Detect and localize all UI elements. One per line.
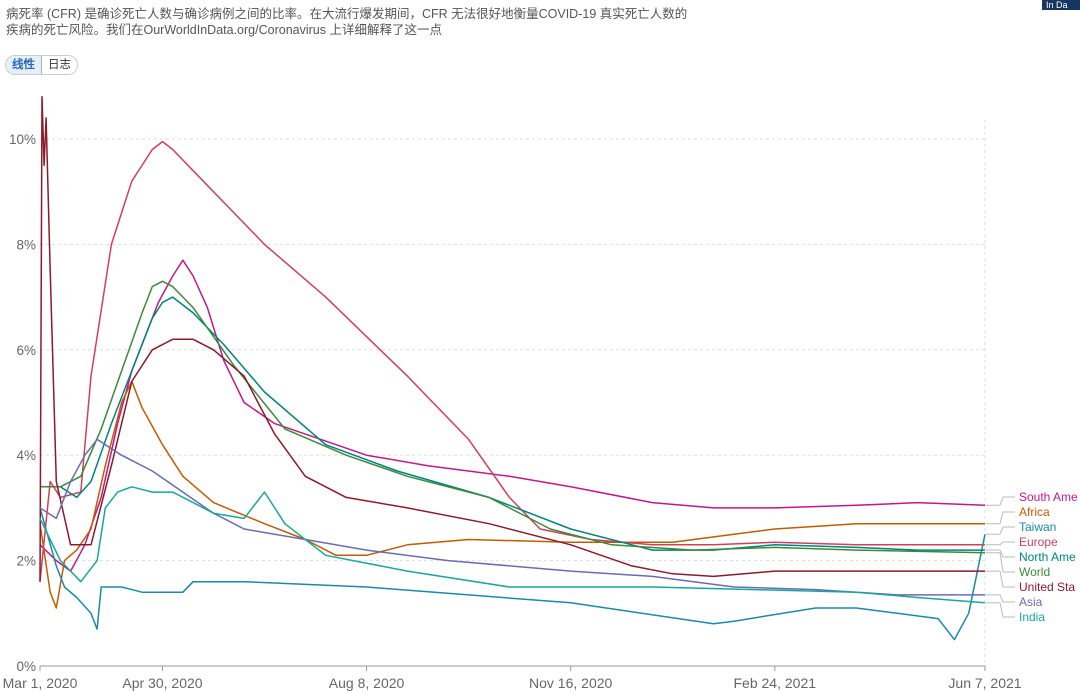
x-tick-label: Apr 30, 2020 bbox=[122, 675, 202, 691]
x-tick-label: Feb 24, 2021 bbox=[734, 675, 817, 691]
series-label[interactable]: Europe bbox=[1019, 535, 1058, 549]
series-label[interactable]: North Ame bbox=[1019, 550, 1076, 564]
x-tick-label: Mar 1, 2020 bbox=[3, 675, 78, 691]
series-line[interactable] bbox=[39, 507, 986, 641]
x-tick-label: Jun 7, 2021 bbox=[948, 675, 1021, 691]
label-connector bbox=[986, 526, 1015, 535]
subtitle-line-2: 疾病的死亡风险。我们在OurWorldInData.org/Coronaviru… bbox=[6, 23, 442, 37]
chart-series-lines bbox=[39, 96, 986, 641]
label-connector bbox=[986, 511, 1015, 525]
y-tick-label: 8% bbox=[16, 237, 36, 252]
series-label[interactable]: South Ame bbox=[1019, 490, 1078, 504]
y-tick-label: 6% bbox=[16, 343, 36, 358]
y-tick-label: 2% bbox=[16, 554, 36, 569]
chart-grid bbox=[39, 120, 986, 671]
owid-badge[interactable]: In Da bbox=[1042, 0, 1080, 10]
label-connector bbox=[986, 570, 1015, 588]
series-label[interactable]: Asia bbox=[1019, 595, 1043, 609]
x-tick-label: Nov 16, 2020 bbox=[529, 675, 612, 691]
x-tick-label: Aug 8, 2020 bbox=[329, 675, 405, 691]
x-axis-ticks: Mar 1, 2020 Apr 30, 2020 Aug 8, 2020 Nov 16… bbox=[3, 675, 1022, 691]
subtitle-line-1: 病死率 (CFR) 是确诊死亡人数与确诊病例之间的比率。在大流行爆发期间，CFR… bbox=[6, 7, 688, 21]
label-connector bbox=[986, 541, 1015, 546]
series-label[interactable]: United Sta bbox=[1019, 580, 1075, 594]
label-connector bbox=[986, 552, 1015, 573]
series-line[interactable] bbox=[39, 259, 986, 572]
series-label[interactable]: India bbox=[1019, 610, 1045, 624]
y-tick-label: 0% bbox=[16, 659, 36, 674]
linear-scale-button[interactable]: 线性 bbox=[6, 56, 42, 74]
y-tick-label: 10% bbox=[9, 132, 36, 147]
series-line[interactable] bbox=[39, 96, 985, 582]
chart-subtitle: 病死率 (CFR) 是确诊死亡人数与确诊病例之间的比率。在大流行爆发期间，CFR… bbox=[6, 6, 786, 38]
series-label[interactable]: World bbox=[1019, 565, 1050, 579]
label-connector bbox=[986, 496, 1015, 506]
series-line[interactable] bbox=[39, 438, 985, 596]
series-label[interactable]: Taiwan bbox=[1019, 520, 1056, 534]
scale-toggle: 线性 日志 bbox=[5, 55, 78, 75]
y-axis-ticks: 0% 2% 4% 6% 8% 10% bbox=[9, 132, 36, 674]
label-connector bbox=[986, 594, 1015, 603]
series-line[interactable] bbox=[39, 140, 985, 582]
series-line[interactable] bbox=[39, 380, 985, 609]
label-connector bbox=[986, 602, 1015, 618]
log-scale-button[interactable]: 日志 bbox=[42, 56, 77, 74]
series-line[interactable] bbox=[40, 296, 985, 551]
series-label[interactable]: Africa bbox=[1019, 505, 1050, 519]
label-connector bbox=[986, 549, 1015, 558]
series-line[interactable] bbox=[39, 486, 986, 604]
series-line[interactable] bbox=[40, 280, 986, 554]
y-tick-label: 4% bbox=[16, 448, 36, 463]
